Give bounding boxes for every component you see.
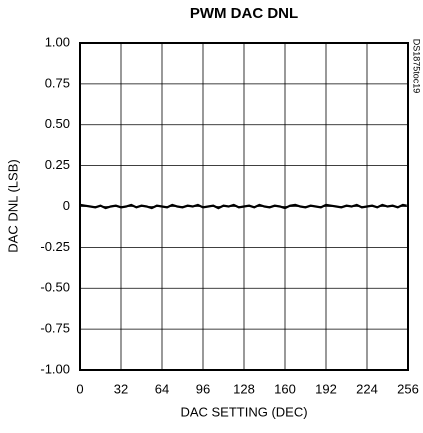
- y-tick-label: -0.25: [40, 239, 70, 254]
- x-tick-label: 192: [315, 381, 337, 396]
- y-tick-label: 0.50: [45, 116, 70, 131]
- y-axis-label: DAC DNL (LSB): [5, 159, 20, 252]
- y-tick-label: 0.75: [45, 75, 70, 90]
- x-tick-label: 160: [274, 381, 296, 396]
- x-tick-label: 0: [76, 381, 83, 396]
- y-tick-label: 0.25: [45, 157, 70, 172]
- y-tick-label: -1.00: [40, 361, 70, 376]
- x-tick-label: 128: [233, 381, 255, 396]
- y-tick-label: -0.50: [40, 280, 70, 295]
- annotation: DS1875toc19: [412, 39, 422, 94]
- plot-border: [79, 42, 409, 371]
- x-tick-label: 64: [155, 381, 169, 396]
- x-tick-label: 32: [114, 381, 128, 396]
- y-tick-label: -0.75: [40, 321, 70, 336]
- y-tick-label: 0: [63, 198, 70, 213]
- x-axis-label: DAC SETTING (DEC): [180, 404, 307, 419]
- chart-title: PWM DAC DNL: [190, 5, 298, 22]
- x-tick-label: 96: [196, 381, 210, 396]
- x-tick-label: 256: [397, 381, 419, 396]
- x-tick-label: 224: [356, 381, 378, 396]
- data-line: [79, 203, 407, 210]
- y-tick-label: 1.00: [45, 34, 70, 49]
